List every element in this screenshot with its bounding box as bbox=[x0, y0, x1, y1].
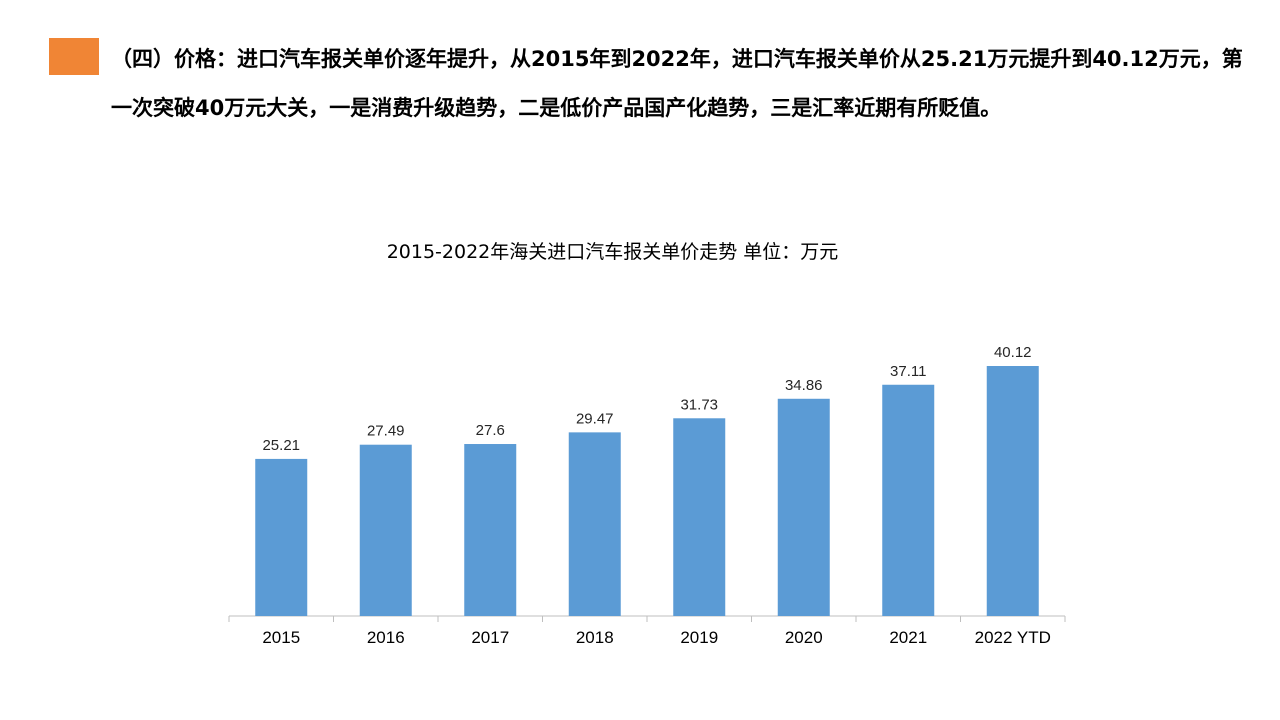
bar-2019 bbox=[673, 418, 726, 616]
bar-2016 bbox=[359, 444, 412, 616]
data-label: 31.73 bbox=[680, 396, 718, 413]
x-tick-label: 2022 YTD bbox=[975, 628, 1051, 647]
data-label: 37.11 bbox=[890, 363, 926, 380]
data-label: 40.12 bbox=[994, 344, 1032, 361]
data-label: 25.21 bbox=[262, 437, 300, 454]
x-tick-label: 2015 bbox=[262, 628, 300, 647]
headline-text: （四）价格：进口汽车报关单价逐年提升，从2015年到2022年，进口汽车报关单价… bbox=[111, 47, 1243, 120]
bar-2018 bbox=[568, 432, 621, 616]
bar-2015 bbox=[255, 458, 308, 616]
x-tick-label: 2016 bbox=[367, 628, 405, 647]
bar-2020 bbox=[777, 398, 830, 616]
data-label: 27.49 bbox=[367, 423, 405, 440]
bar-2022-ytd bbox=[986, 366, 1039, 616]
x-tick-label: 2018 bbox=[576, 628, 614, 647]
data-label: 34.86 bbox=[785, 377, 823, 394]
chart-title: 2015-2022年海关进口汽车报关单价走势 单位：万元 bbox=[386, 241, 839, 263]
data-label: 29.47 bbox=[576, 410, 614, 427]
x-tick-label: 2017 bbox=[471, 628, 509, 647]
bar-2017 bbox=[464, 444, 517, 616]
x-tick-label: 2019 bbox=[680, 628, 718, 647]
accent-square bbox=[49, 38, 99, 75]
x-tick-label: 2020 bbox=[785, 628, 823, 647]
data-label: 27.6 bbox=[476, 422, 505, 439]
bar-2021 bbox=[882, 384, 935, 616]
x-tick-label: 2021 bbox=[889, 628, 927, 647]
